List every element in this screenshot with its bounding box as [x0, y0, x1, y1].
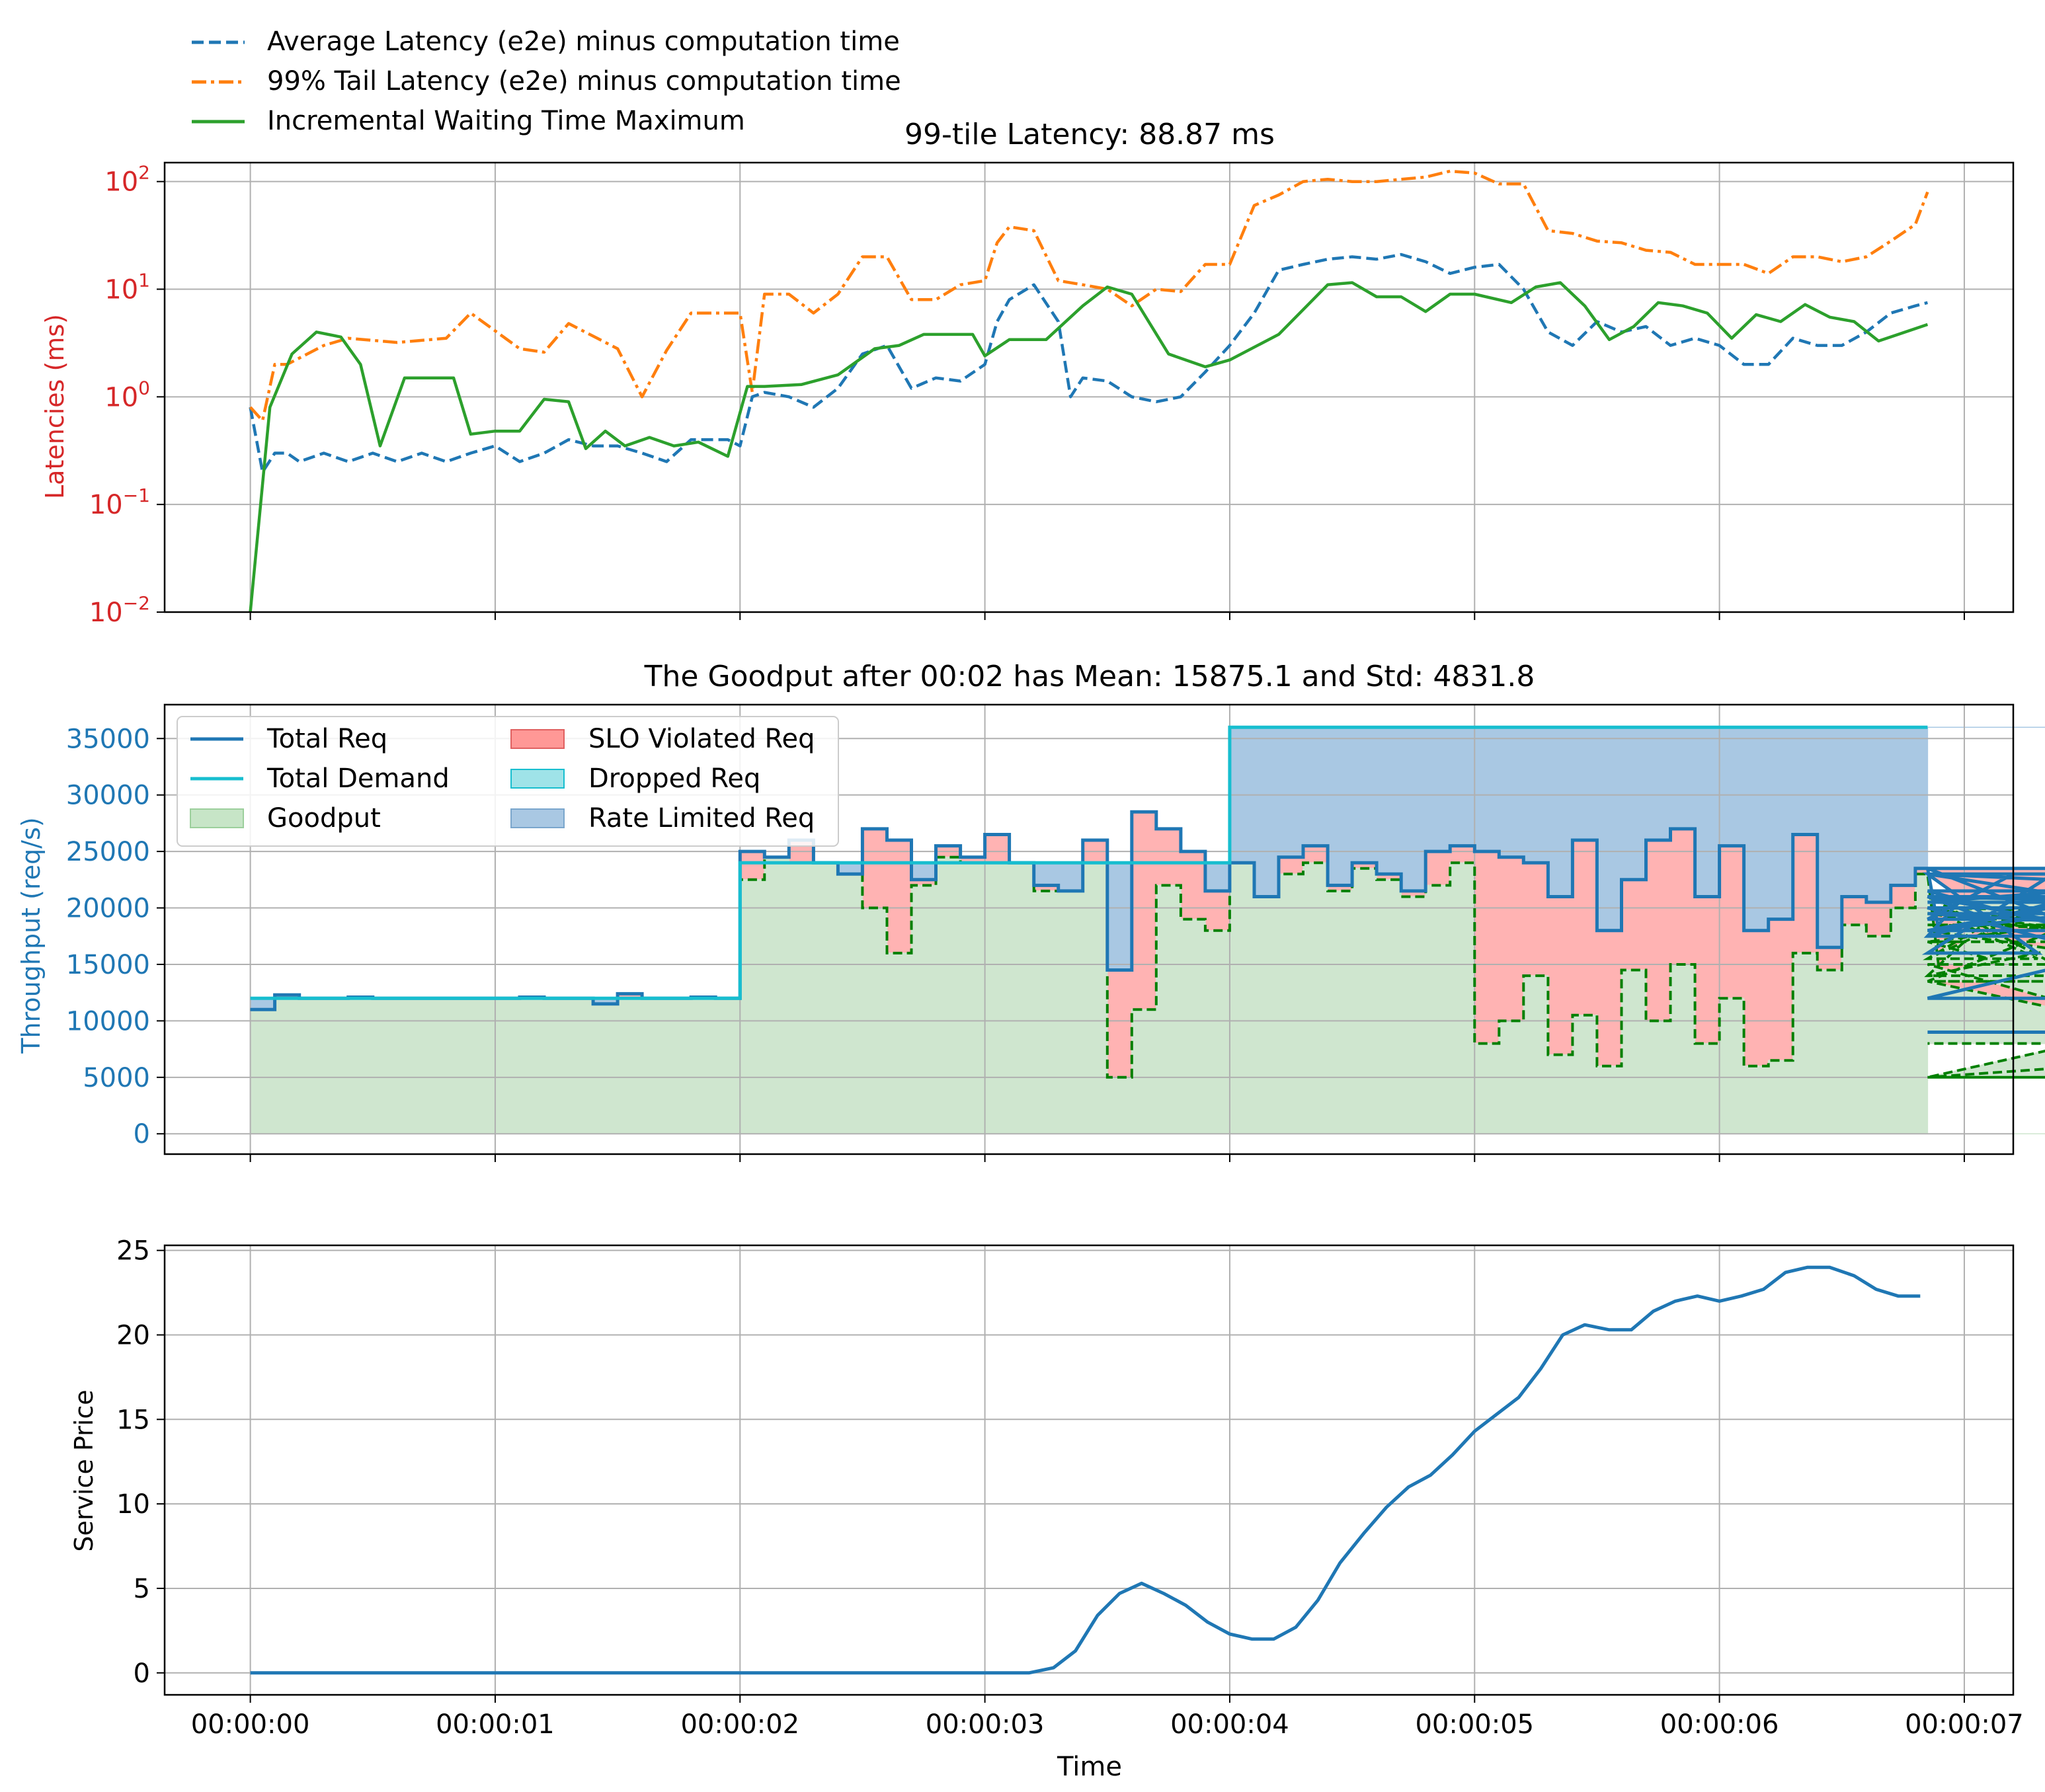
x-tick-label: 00:00:00: [191, 1709, 310, 1740]
throughput-legend-box: [177, 716, 839, 847]
y-tick-label: 10000: [66, 1006, 150, 1036]
y-tick-label: 35000: [66, 724, 150, 754]
y-tick-label: 25000: [66, 837, 150, 867]
y-tick-label: 5000: [83, 1063, 150, 1093]
y-tick-label: 15: [116, 1405, 150, 1435]
price-panel: Service Price Time 00:00:00 00:00:01 00:00…: [69, 1236, 2024, 1782]
throughput-axes-frame: [163, 703, 2015, 1155]
x-tick-label: 00:00:03: [926, 1709, 1045, 1740]
y-tick-label: 101: [104, 270, 150, 305]
throughput-xticks: [249, 1154, 1965, 1162]
price-axes-frame: [163, 1244, 2015, 1696]
price-yticks: 0 5 10 15 20 25: [116, 1236, 165, 1689]
y-tick-label: 10−2: [89, 592, 150, 628]
legend-swatch-rate-limited: [510, 808, 565, 828]
total-demand-line: [250, 725, 1928, 1000]
x-tick-label: 00:00:01: [436, 1709, 555, 1740]
x-tick-label: 00:00:07: [1905, 1709, 2024, 1740]
y-tick-label: 25: [116, 1236, 150, 1266]
price-xticks: 00:00:00 00:00:01 00:00:02 00:00:03 00:00:04…: [191, 1695, 2024, 1740]
legend-label-waiting-time: Incremental Waiting Time Maximum: [267, 106, 745, 136]
price-series: [250, 1265, 1921, 1675]
x-tick-label: 00:00:05: [1415, 1709, 1534, 1740]
throughput-yticks: 0 5000 10000 15000 20000 25000 30000 35000: [66, 724, 165, 1149]
legend-swatch-slo-violated: [510, 729, 565, 749]
latency-series: [249, 169, 1929, 613]
throughput-grid: [165, 705, 2013, 1154]
top-legend: Average Latency (e2e) minus computation …: [192, 26, 901, 136]
price-xlabel: Time: [1057, 1752, 1122, 1782]
x-tick-label: 00:00:04: [1170, 1709, 1289, 1740]
y-tick-label: 102: [104, 162, 150, 198]
throughput-lines: [250, 725, 2045, 1079]
legend-swatch-goodput: [190, 808, 244, 828]
latency-series-2: [249, 281, 1929, 613]
y-tick-label: 15000: [66, 950, 150, 980]
service-price-line: [250, 1265, 1921, 1675]
y-tick-label: 5: [134, 1574, 150, 1604]
y-tick-label: 0: [134, 1119, 150, 1149]
y-tick-label: 10−1: [89, 485, 150, 520]
latency-title: 99-tile Latency: 88.87 ms: [904, 118, 1275, 151]
x-tick-label: 00:00:06: [1660, 1709, 1779, 1740]
latency-yticks: 10−2 10−1 100 101 102: [89, 162, 165, 628]
latency-series-0: [249, 253, 1928, 474]
legend-label-total-req: Total Req: [266, 724, 387, 754]
y-tick-label: 20: [116, 1320, 150, 1350]
legend-label-rate-limited: Rate Limited Req: [588, 803, 815, 834]
y-tick-label: 0: [134, 1658, 150, 1689]
throughput-ylabel: Throughput (req/s): [17, 817, 46, 1054]
latency-ylabel: Latencies (ms): [40, 314, 69, 499]
y-tick-label: 20000: [66, 894, 150, 924]
legend-label-dropped: Dropped Req: [588, 763, 760, 794]
legend-swatch-dropped: [510, 769, 565, 789]
price-grid: [165, 1245, 2013, 1695]
legend-label-goodput: Goodput: [267, 803, 381, 834]
legend-label-slo-violated: SLO Violated Req: [588, 724, 815, 754]
x-tick-label: 00:00:02: [680, 1709, 799, 1740]
throughput-legend: Total Req Total Demand Goodput SLO Viola…: [177, 716, 839, 847]
latency-axes-frame: [163, 161, 2015, 613]
legend-label-tail-latency: 99% Tail Latency (e2e) minus computation…: [267, 66, 901, 97]
throughput-panel: The Goodput after 00:02 has Mean: 15875.…: [17, 660, 2045, 1162]
y-tick-label: 30000: [66, 781, 150, 811]
legend-label-avg-latency: Average Latency (e2e) minus computation …: [267, 26, 900, 57]
latency-panel: 99-tile Latency: 88.87 ms Latencies (ms)…: [40, 118, 2015, 628]
latency-xticks: [249, 612, 1965, 620]
y-tick-label: 10: [116, 1489, 150, 1520]
legend-label-total-demand: Total Demand: [266, 763, 450, 794]
throughput-title: The Goodput after 00:02 has Mean: 15875.…: [644, 660, 1535, 693]
y-tick-label: 100: [104, 377, 150, 412]
price-ylabel: Service Price: [69, 1389, 99, 1551]
